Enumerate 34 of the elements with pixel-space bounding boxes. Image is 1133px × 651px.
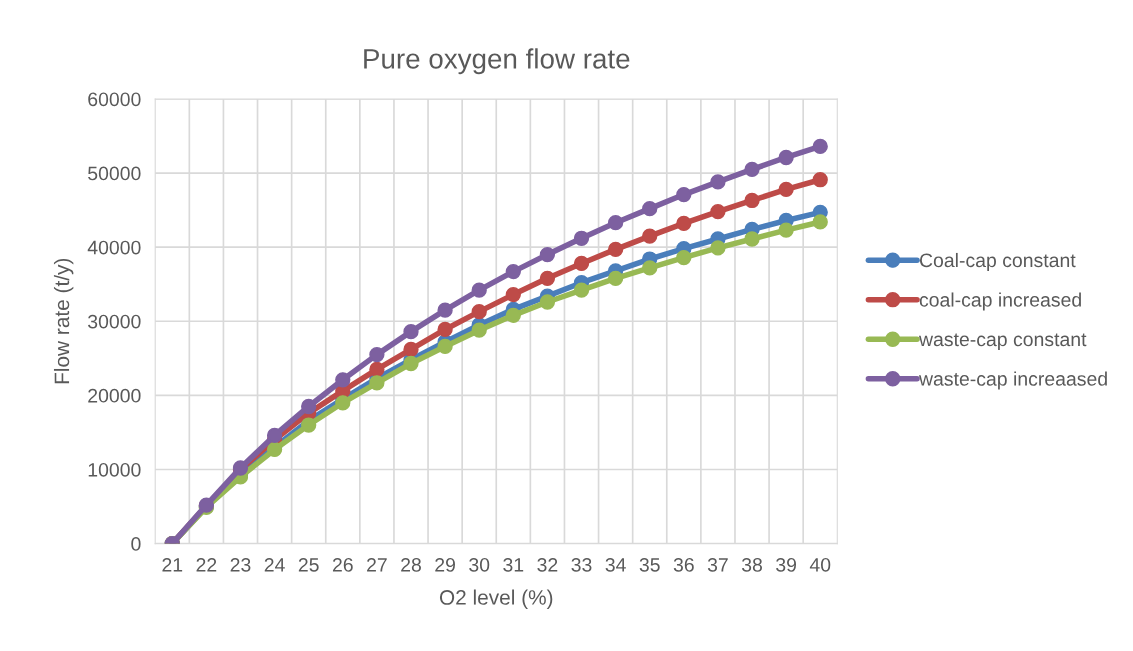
x-tick-label: 37 [707,557,728,572]
x-tick-label: 23 [230,557,251,572]
x-tick-label: 35 [639,557,660,572]
x-tick-label: 22 [196,557,217,572]
y-axis-title: Flow rate (t/y) [53,258,74,384]
x-tick-label: 36 [673,557,694,572]
x-tick-label: 34 [605,557,626,572]
y-tick-label: 30000 [88,314,141,329]
x-tick-label: 28 [401,557,421,572]
y-tick-label: 10000 [88,462,141,477]
x-tick-label: 26 [332,557,353,572]
x-tick-label: 39 [776,557,797,572]
x-tick-label: 30 [469,557,490,572]
x-tick-label: 33 [571,557,592,572]
x-axis-title: O2 level (%) [439,589,553,609]
legend-label: coal-cap increased [919,292,1081,311]
legend-label: waste-cap increaased [918,371,1107,390]
x-tick-label: 25 [298,557,319,572]
x-tick-label: 24 [264,557,285,572]
x-tick-label: 21 [162,557,183,572]
x-tick-label: 27 [367,557,387,572]
x-tick-label: 38 [741,557,762,572]
y-tick-label: 60000 [88,92,141,107]
x-tick-label: 29 [435,557,455,572]
x-tick-label: 31 [503,557,524,572]
y-tick-label: 40000 [87,240,141,255]
chart-title: Pure oxygen flow rate [364,48,630,75]
x-tick-label: 40 [809,557,831,572]
y-tick-label: 20000 [88,388,141,403]
legend-label: Coal-cap constant [919,252,1076,272]
y-tick-label: 0 [131,537,141,551]
y-tick-label: 50000 [88,166,141,181]
legend-label: waste-cap constant [918,333,1087,351]
x-tick-label: 32 [537,557,558,572]
